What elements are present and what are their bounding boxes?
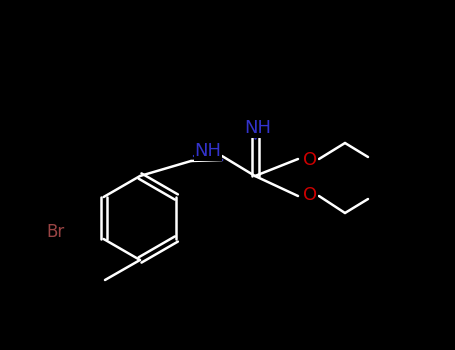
Text: NH: NH <box>194 142 222 160</box>
Text: NH: NH <box>244 119 272 137</box>
Text: O: O <box>303 151 317 169</box>
Text: Br: Br <box>46 223 64 241</box>
Text: O: O <box>303 186 317 204</box>
